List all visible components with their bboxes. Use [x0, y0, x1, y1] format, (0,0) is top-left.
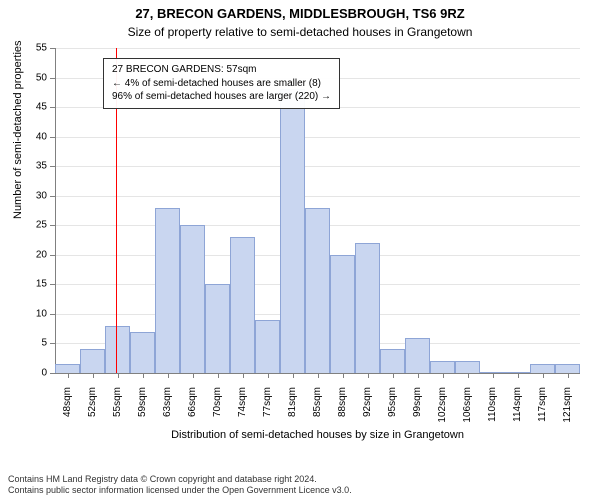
x-tick-mark — [568, 373, 569, 378]
chart-title-primary: 27, BRECON GARDENS, MIDDLESBROUGH, TS6 9… — [0, 6, 600, 21]
y-tick-label: 25 — [25, 220, 47, 231]
y-tick-label: 35 — [25, 161, 47, 172]
y-tick-label: 0 — [25, 368, 47, 379]
x-tick-mark — [68, 373, 69, 378]
histogram-bar — [205, 284, 230, 373]
info-box: 27 BRECON GARDENS: 57sqm ← 4% of semi-de… — [103, 58, 340, 109]
histogram-bar — [255, 320, 280, 373]
y-tick-label: 20 — [25, 249, 47, 260]
footer-attribution: Contains HM Land Registry data © Crown c… — [8, 474, 352, 497]
histogram-bar — [430, 361, 455, 373]
histogram-bar — [355, 243, 380, 373]
x-tick-mark — [393, 373, 394, 378]
y-tick-label: 5 — [25, 338, 47, 349]
x-tick-mark — [318, 373, 319, 378]
x-tick-mark — [243, 373, 244, 378]
x-tick-mark — [293, 373, 294, 378]
histogram-bar — [330, 255, 355, 373]
histogram-bar — [505, 372, 530, 373]
histogram-bar — [405, 338, 430, 373]
info-box-line3: 96% of semi-detached houses are larger (… — [112, 90, 331, 104]
x-tick-mark — [193, 373, 194, 378]
y-tick-label: 15 — [25, 279, 47, 290]
x-axis-label: Distribution of semi-detached houses by … — [55, 429, 580, 441]
y-tick-label: 50 — [25, 72, 47, 83]
x-tick-mark — [368, 373, 369, 378]
x-tick-mark — [493, 373, 494, 378]
y-tick-label: 30 — [25, 190, 47, 201]
histogram-bar — [180, 225, 205, 373]
info-box-line1: 27 BRECON GARDENS: 57sqm — [112, 63, 331, 77]
y-tick-mark — [50, 373, 55, 374]
info-box-line2: ← 4% of semi-detached houses are smaller… — [112, 77, 331, 91]
x-tick-mark — [443, 373, 444, 378]
x-tick-mark — [543, 373, 544, 378]
x-tick-mark — [218, 373, 219, 378]
histogram-bar — [80, 349, 105, 373]
histogram-bar — [130, 332, 155, 373]
histogram-bar — [305, 208, 330, 373]
y-tick-label: 55 — [25, 43, 47, 54]
plot-area: 27 BRECON GARDENS: 57sqm ← 4% of semi-de… — [55, 48, 580, 373]
x-tick-mark — [93, 373, 94, 378]
x-tick-mark — [518, 373, 519, 378]
x-tick-mark — [168, 373, 169, 378]
footer-line1: Contains HM Land Registry data © Crown c… — [8, 474, 352, 485]
x-tick-mark — [118, 373, 119, 378]
histogram-bar — [555, 364, 580, 373]
histogram-bar — [455, 361, 480, 373]
x-tick-mark — [143, 373, 144, 378]
footer-line2: Contains public sector information licen… — [8, 485, 352, 496]
histogram-bar — [280, 89, 305, 373]
histogram-bar — [530, 364, 555, 373]
histogram-bar — [155, 208, 180, 373]
chart-title-secondary: Size of property relative to semi-detach… — [0, 25, 600, 39]
histogram-bar — [105, 326, 130, 373]
y-tick-label: 40 — [25, 131, 47, 142]
histogram-bar — [480, 372, 505, 373]
histogram-bar — [55, 364, 80, 373]
x-tick-mark — [343, 373, 344, 378]
x-tick-mark — [268, 373, 269, 378]
y-tick-label: 45 — [25, 102, 47, 113]
y-axis-label: Number of semi-detached properties — [12, 203, 24, 219]
x-tick-mark — [468, 373, 469, 378]
histogram-bar — [230, 237, 255, 373]
y-tick-label: 10 — [25, 308, 47, 319]
x-tick-mark — [418, 373, 419, 378]
chart-container: { "chart": { "type": "histogram", "title… — [0, 0, 600, 500]
histogram-bar — [380, 349, 405, 373]
